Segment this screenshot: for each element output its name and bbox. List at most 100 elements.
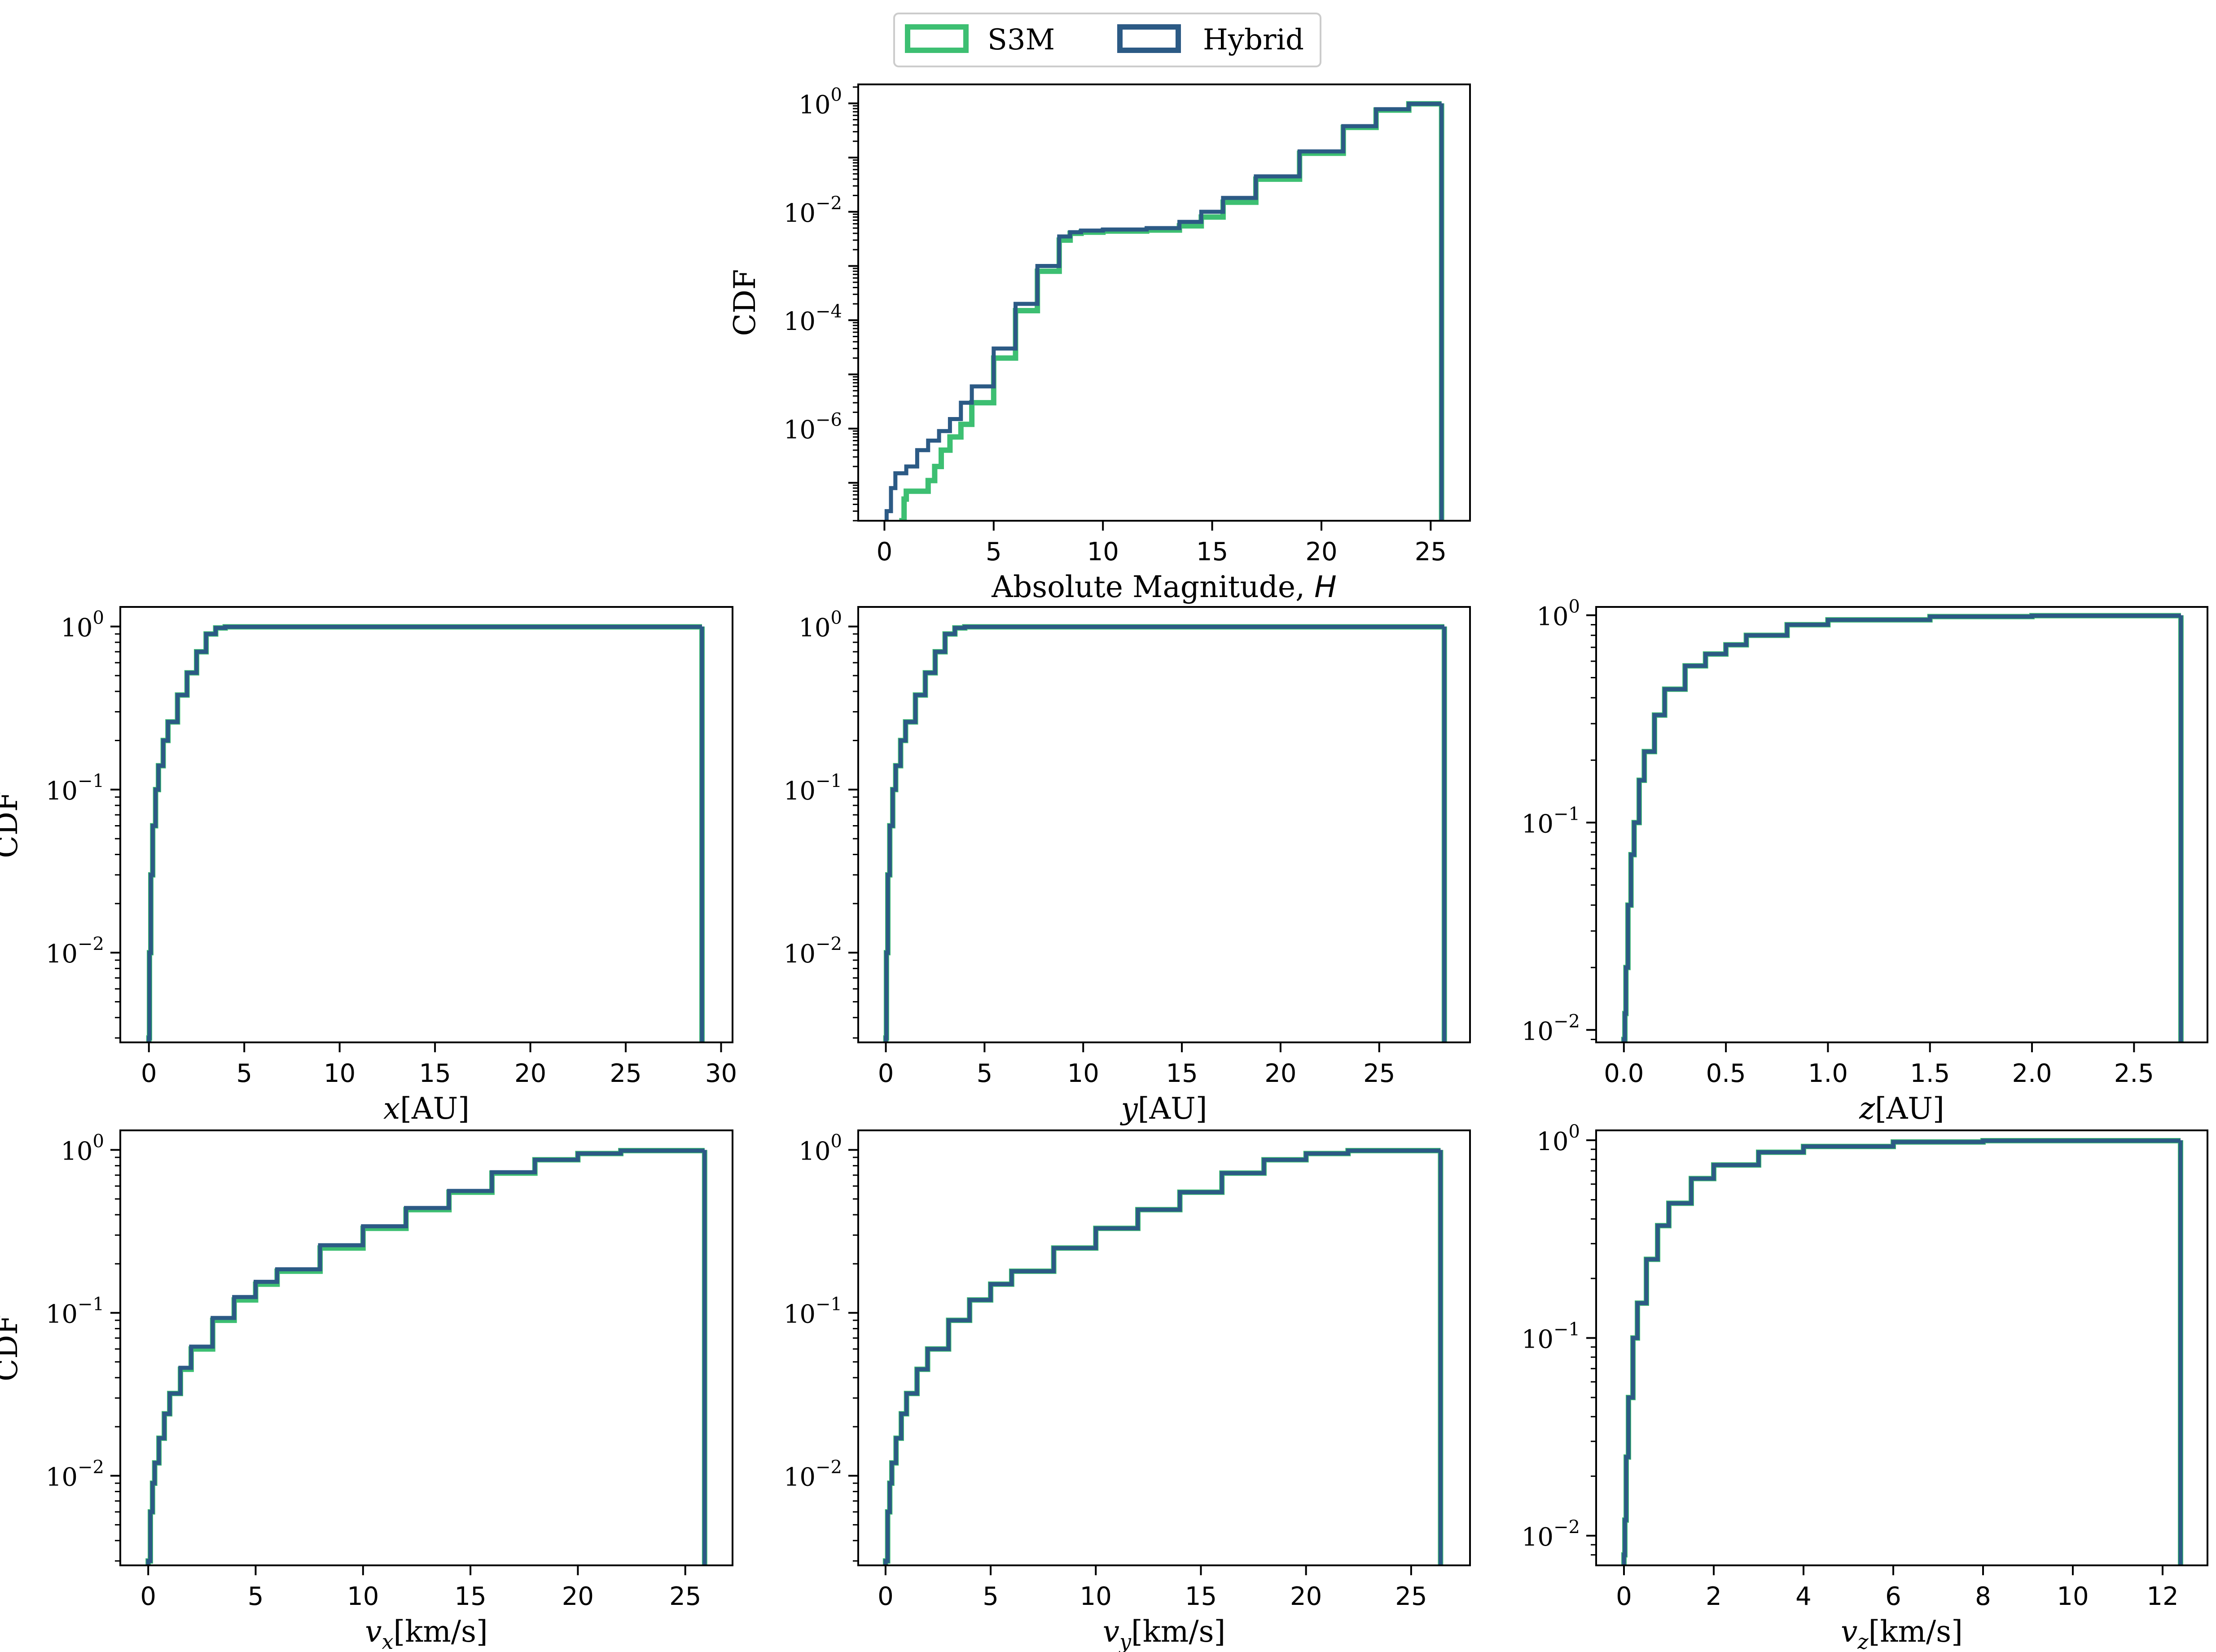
y-tick-label-vx: 10−1 [46,1294,104,1329]
x-tick-label-vy: 10 [1080,1582,1112,1611]
axes-frame-vz [1595,1129,2208,1566]
y-tick-label-vx: 10−2 [46,1457,104,1492]
x-tick-label-H: 25 [1415,537,1447,567]
legend-swatch-s3m [905,24,969,53]
series-line-z-hybrid [1622,614,2183,1042]
panel-x: 0 5 10 15 20 25 30 10−2 10−1 100 CDF x[AU] [0,606,737,1126]
x-tick-label-x: 30 [705,1059,737,1088]
panel-z: 0.0 0.5 1.0 1.5 2.0 2.5 10−2 10−1 100 z[AU] [1522,596,2208,1126]
series-group-y [883,624,1447,1042]
y-tick-label-x: 100 [61,608,104,643]
series-group-x [146,624,705,1042]
series-line-z-s3m [1621,613,2184,1042]
x-tick-label-vy: 25 [1395,1582,1427,1611]
y-axis-title-vx: CDF [0,1314,24,1381]
series-line-H-s3m [899,101,1444,521]
legend-swatch-hybrid [1117,24,1181,53]
x-tick-label-vz: 4 [1795,1582,1812,1611]
x-axis-title-z: z[AU] [1859,1091,1944,1126]
y-tick-label-vz: 10−2 [1522,1517,1580,1552]
panel-y: 0 5 10 15 20 25 10−2 10−1 100 y[AU] [784,606,1471,1126]
y-tick-label-H: 10−6 [784,410,842,445]
x-tick-label-y: 15 [1166,1059,1198,1088]
x-tick-label-vx: 15 [454,1582,486,1611]
x-axis-title-x: x[AU] [383,1091,470,1126]
y-tick-label-vz: 10−1 [1522,1319,1580,1354]
y-tick-label-vx: 100 [61,1131,104,1166]
panel-H: 0 5 10 15 20 25 10−6 10−4 10−2 100 CDF Absolute Mag… [728,83,1471,604]
x-tick-label-H: 15 [1196,537,1228,567]
x-tick-label-vz: 0 [1616,1582,1632,1611]
series-line-x-hybrid [147,624,704,1042]
y-tick-label-z: 10−1 [1522,804,1580,839]
x-axis-title-vx: vx[km/s] [365,1614,487,1652]
x-tick-label-z: 2.0 [2012,1059,2052,1088]
series-line-y-hybrid [884,624,1447,1042]
x-tick-label-z: 1.5 [1910,1059,1950,1088]
x-tick-label-vz: 10 [2057,1582,2089,1611]
x-tick-label-H: 0 [877,537,893,567]
x-tick-label-x: 20 [514,1059,546,1088]
series-group-z [1621,613,2184,1042]
y-tick-label-y: 100 [799,608,842,643]
x-tick-label-x: 5 [236,1059,252,1088]
y-axis-title-H: CDF [728,269,762,336]
x-tick-label-y: 5 [977,1059,993,1088]
y-tick-label-x: 10−1 [46,771,104,806]
y-tick-label-y: 10−1 [784,771,842,806]
x-tick-label-x: 15 [419,1059,451,1088]
y-tick-label-H: 100 [799,84,842,119]
x-tick-label-vz: 8 [1975,1582,1991,1611]
series-line-vx-hybrid [146,1148,707,1565]
legend-label-hybrid: Hybrid [1203,23,1304,57]
axes-frame-y [857,606,1471,1043]
x-tick-label-y: 10 [1067,1059,1099,1088]
axes-frame-z [1595,606,2208,1043]
series-line-vz-hybrid [1622,1138,2183,1565]
series-line-y-s3m [883,624,1447,1042]
panel-vx: 0 5 10 15 20 25 10−2 10−1 100 CDF vx[km/s] [0,1129,733,1652]
series-line-vz-s3m [1621,1138,2183,1565]
y-tick-label-z: 100 [1536,596,1580,631]
y-tick-label-vz: 100 [1536,1121,1580,1156]
x-tick-label-vx: 5 [248,1582,264,1611]
x-tick-label-H: 5 [986,537,1002,567]
panel-vy: 0 5 10 15 20 25 10−2 10−1 100 vy[km/s] [784,1129,1471,1652]
x-tick-label-x: 25 [610,1059,641,1088]
x-tick-label-vy: 20 [1290,1582,1322,1611]
y-tick-label-x: 10−2 [46,934,104,969]
panel-vz: 0 2 4 6 8 10 12 10−2 10−1 100 vz[km/s] [1522,1121,2208,1652]
y-tick-label-H: 10−4 [784,301,842,336]
series-line-vx-s3m [145,1148,707,1565]
y-tick-label-vy: 10−1 [784,1294,842,1329]
x-axis-title-H: Absolute Magnitude, H [991,570,1336,604]
x-tick-label-vz: 2 [1706,1582,1722,1611]
x-tick-label-vx: 10 [347,1582,379,1611]
x-tick-label-vx: 20 [562,1582,594,1611]
series-group-vx [145,1148,707,1565]
x-tick-label-z: 2.5 [2114,1059,2154,1088]
x-tick-label-H: 20 [1305,537,1337,567]
y-tick-label-vy: 10−2 [784,1457,842,1492]
x-tick-label-x: 10 [324,1059,355,1088]
y-tick-label-vy: 100 [799,1131,842,1166]
x-tick-label-y: 20 [1264,1059,1296,1088]
series-group-H [884,101,1444,521]
axes-frame-x [119,606,733,1043]
series-group-vy [882,1148,1444,1565]
x-axis-title-vz: vz[km/s] [1841,1614,1963,1652]
axes-frame-vx [119,1129,733,1566]
y-axis-title-x: CDF [0,791,24,858]
x-tick-label-vy: 15 [1185,1582,1217,1611]
series-line-x-s3m [146,624,705,1042]
x-tick-label-z: 0.5 [1706,1059,1746,1088]
legend: S3M Hybrid [893,13,1321,67]
x-tick-label-z: 0.0 [1604,1059,1644,1088]
legend-label-s3m: S3M [987,23,1055,57]
x-tick-label-H: 10 [1087,537,1119,567]
y-tick-label-y: 10−2 [784,934,842,969]
x-tick-label-vx: 0 [140,1582,156,1611]
series-line-vy-s3m [882,1148,1444,1565]
series-line-H-hybrid [884,101,1444,521]
